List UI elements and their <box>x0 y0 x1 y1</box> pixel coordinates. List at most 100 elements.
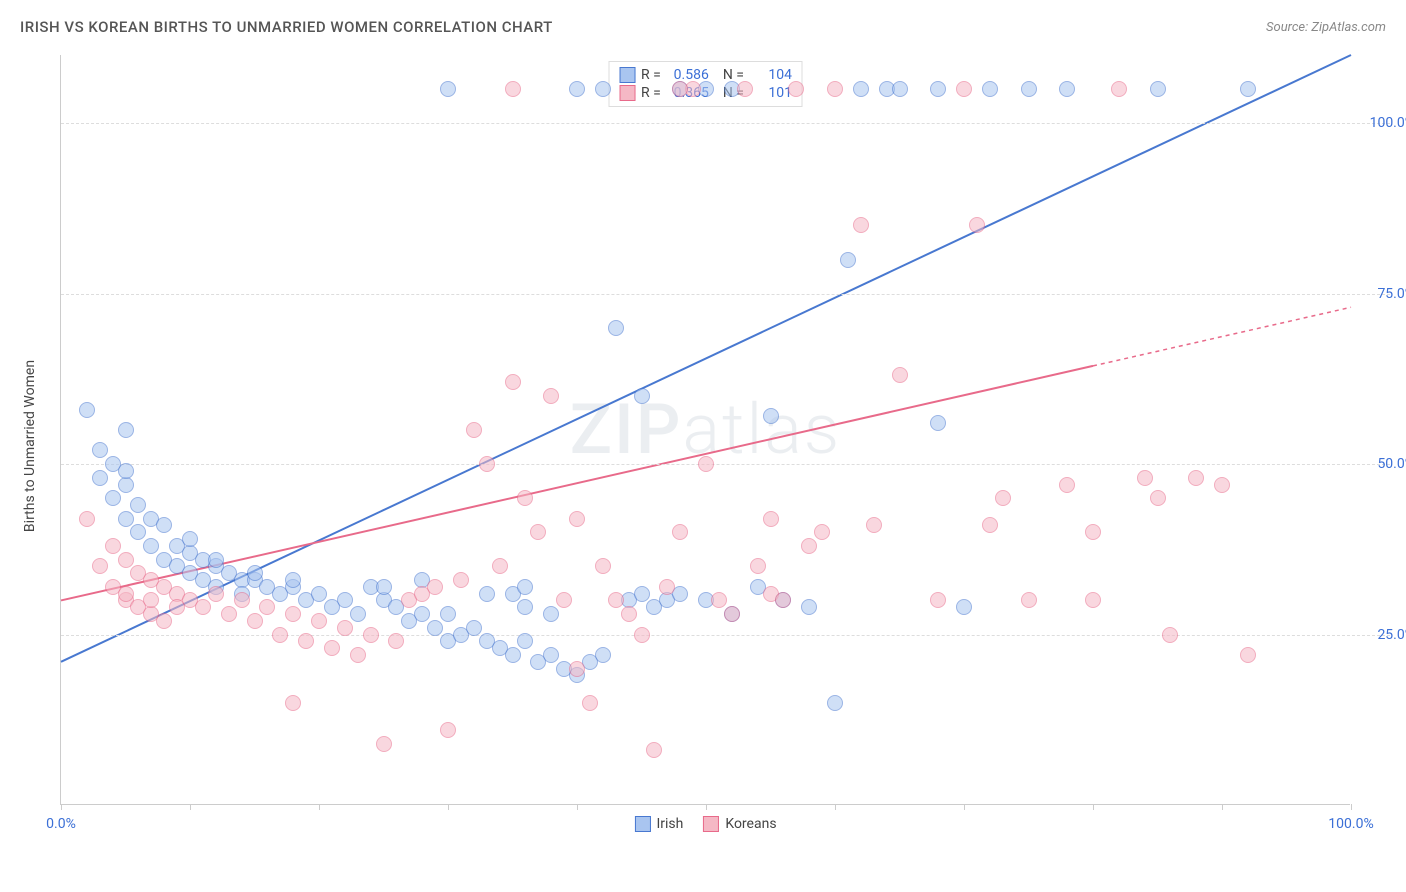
scatter-point <box>763 511 779 527</box>
scatter-point <box>595 81 611 97</box>
scatter-point <box>930 81 946 97</box>
scatter-point <box>440 606 456 622</box>
scatter-point <box>634 586 650 602</box>
scatter-point <box>156 613 172 629</box>
scatter-point <box>1240 81 1256 97</box>
legend-swatch <box>619 67 635 83</box>
scatter-point <box>1162 627 1178 643</box>
y-tick-label: 50.0% <box>1377 456 1406 472</box>
scatter-point <box>853 81 869 97</box>
scatter-point <box>608 320 624 336</box>
scatter-point <box>982 81 998 97</box>
scatter-point <box>750 558 766 574</box>
scatter-point <box>1059 81 1075 97</box>
scatter-point <box>118 463 134 479</box>
scatter-point <box>892 81 908 97</box>
scatter-point <box>892 367 908 383</box>
scatter-point <box>1240 647 1256 663</box>
y-axis-label: Births to Unmarried Women <box>22 360 38 532</box>
legend-swatch <box>634 816 650 832</box>
scatter-point <box>505 647 521 663</box>
scatter-point <box>234 592 250 608</box>
scatter-point <box>1085 524 1101 540</box>
series-legend: IrishKoreans <box>634 816 776 832</box>
scatter-point <box>337 592 353 608</box>
x-tick-label: 0.0% <box>46 816 76 832</box>
y-tick-label: 25.0% <box>1377 627 1406 643</box>
scatter-point <box>724 606 740 622</box>
scatter-point <box>298 633 314 649</box>
trend-line-dashed <box>1093 307 1351 366</box>
chart-title: IRISH VS KOREAN BIRTHS TO UNMARRIED WOME… <box>20 18 553 36</box>
scatter-point <box>311 586 327 602</box>
scatter-point <box>169 599 185 615</box>
gridline <box>61 635 1390 636</box>
scatter-point <box>92 442 108 458</box>
scatter-point <box>376 736 392 752</box>
scatter-point <box>427 579 443 595</box>
scatter-point <box>182 531 198 547</box>
scatter-point <box>92 558 108 574</box>
scatter-point <box>427 620 443 636</box>
scatter-point <box>492 558 508 574</box>
scatter-point <box>247 613 263 629</box>
scatter-point <box>556 592 572 608</box>
scatter-point <box>118 477 134 493</box>
legend-item: Irish <box>634 816 683 832</box>
scatter-point <box>814 524 830 540</box>
gridline <box>61 294 1390 295</box>
scatter-point <box>466 620 482 636</box>
scatter-point <box>363 627 379 643</box>
scatter-point <box>92 470 108 486</box>
x-tick <box>835 804 836 810</box>
scatter-point <box>247 565 263 581</box>
scatter-point <box>853 217 869 233</box>
scatter-point <box>259 599 275 615</box>
scatter-point <box>479 456 495 472</box>
scatter-point <box>659 579 675 595</box>
scatter-point <box>595 647 611 663</box>
x-tick <box>319 804 320 810</box>
scatter-point <box>285 606 301 622</box>
scatter-point <box>995 490 1011 506</box>
scatter-point <box>569 661 585 677</box>
scatter-point <box>672 81 688 97</box>
scatter-point <box>79 511 95 527</box>
scatter-point <box>466 422 482 438</box>
scatter-point <box>930 592 946 608</box>
x-tick <box>448 804 449 810</box>
scatter-point <box>530 524 546 540</box>
scatter-point <box>156 517 172 533</box>
scatter-point <box>517 579 533 595</box>
scatter-point <box>221 606 237 622</box>
scatter-point <box>969 217 985 233</box>
scatter-point <box>272 627 288 643</box>
scatter-point <box>208 552 224 568</box>
scatter-point <box>505 374 521 390</box>
scatter-point <box>1021 81 1037 97</box>
scatter-point <box>505 81 521 97</box>
scatter-point <box>143 538 159 554</box>
scatter-point <box>311 613 327 629</box>
scatter-point <box>118 552 134 568</box>
scatter-point <box>801 599 817 615</box>
scatter-point <box>130 497 146 513</box>
scatter-point <box>930 415 946 431</box>
scatter-point <box>543 647 559 663</box>
scatter-point <box>840 252 856 268</box>
x-tick <box>577 804 578 810</box>
scatter-point <box>1150 81 1166 97</box>
legend-swatch <box>703 816 719 832</box>
y-tick-label: 75.0% <box>1377 286 1406 302</box>
scatter-point <box>1111 81 1127 97</box>
x-tick <box>706 804 707 810</box>
scatter-point <box>569 81 585 97</box>
legend-swatch <box>619 85 635 101</box>
x-tick <box>190 804 191 810</box>
scatter-point <box>350 606 366 622</box>
scatter-point <box>1214 477 1230 493</box>
stat-r-label: R = <box>641 67 661 83</box>
gridline <box>61 123 1390 124</box>
scatter-point <box>517 633 533 649</box>
x-tick <box>1351 804 1352 810</box>
